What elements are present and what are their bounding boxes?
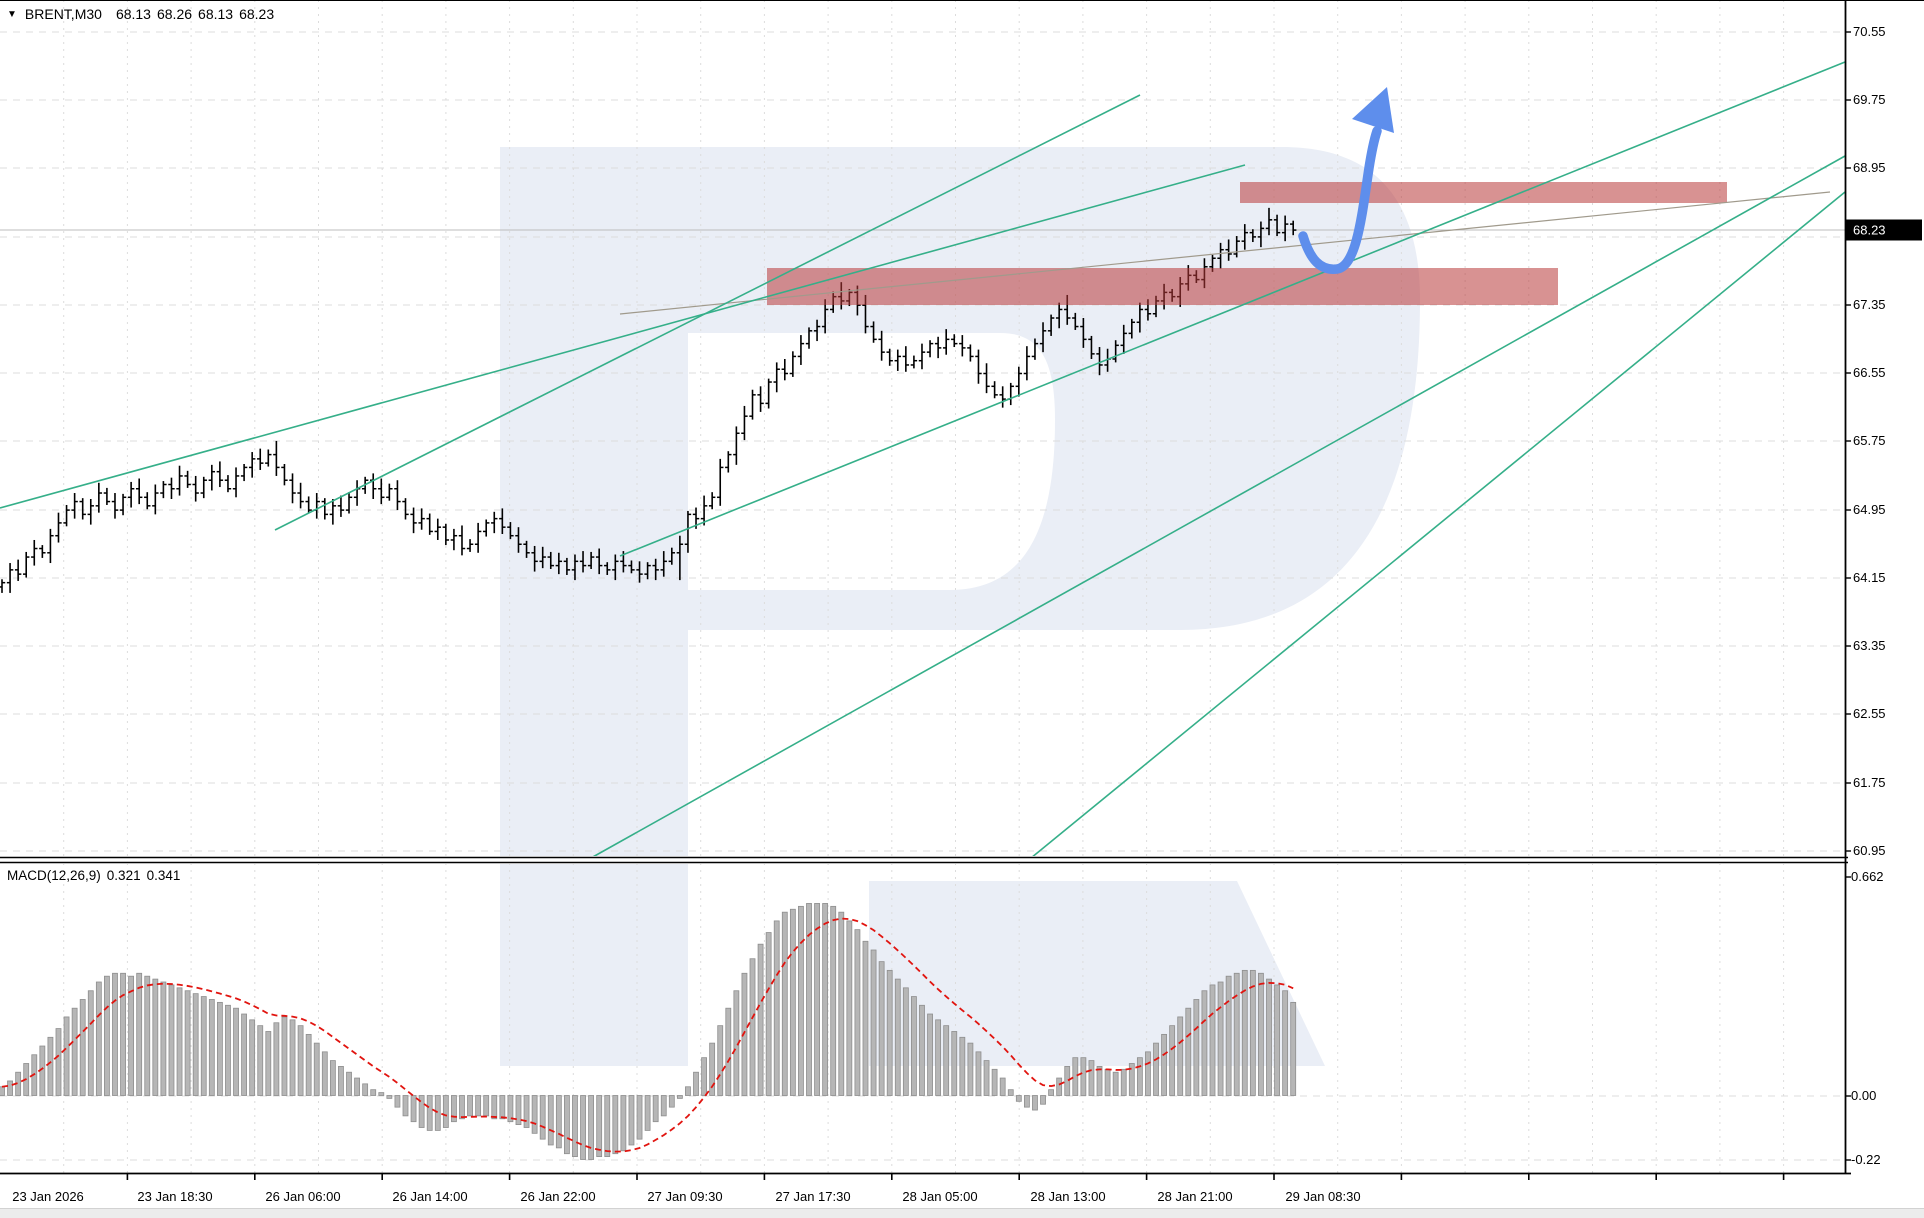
- current-price-tag: 68.23: [1846, 219, 1922, 241]
- trendline-gray: [619, 191, 1831, 315]
- price-axis-label[interactable]: 64.15: [1853, 570, 1886, 585]
- time-axis-label[interactable]: 26 Jan 06:00: [265, 1189, 341, 1204]
- time-axis-label[interactable]: 23 Jan 2026: [12, 1189, 84, 1204]
- ohlc-low: 68.13: [198, 6, 234, 22]
- macd-signal-line: [1, 917, 1294, 1153]
- price-axis-label[interactable]: 61.75: [1853, 775, 1886, 790]
- symbol-timeframe: BRENT,M30: [24, 6, 102, 22]
- bullish-arrow-annotation[interactable]: [1298, 87, 1394, 274]
- price-axis-label[interactable]: 62.55: [1853, 706, 1886, 721]
- trendlines[interactable]: [0, 61, 1846, 859]
- time-axis-label[interactable]: 28 Jan 21:00: [1157, 1189, 1233, 1204]
- time-axis-label[interactable]: 26 Jan 14:00: [392, 1189, 468, 1204]
- macd-histogram: [0, 903, 1297, 1160]
- time-axis-label[interactable]: 27 Jan 09:30: [647, 1189, 723, 1204]
- macd-name: MACD(12,26,9): [7, 868, 101, 883]
- ohlc-open: 68.13: [115, 6, 151, 22]
- price-axis-label[interactable]: 64.95: [1853, 502, 1886, 517]
- macd-signal-value: 0.341: [146, 868, 181, 883]
- resistance-zone-upper: [1240, 182, 1727, 203]
- time-axis-label[interactable]: 23 Jan 18:30: [137, 1189, 213, 1204]
- window-bottom-edge: [0, 1208, 1924, 1218]
- resistance-zone-lower: [767, 268, 1558, 305]
- time-axis-label[interactable]: 29 Jan 08:30: [1285, 1189, 1361, 1204]
- ohlc-close: 68.23: [239, 6, 275, 22]
- macd-axis-label[interactable]: 0.662: [1851, 869, 1884, 884]
- symbol-dropdown-icon[interactable]: ▼: [7, 8, 17, 20]
- ohlc-high: 68.26: [156, 6, 193, 22]
- price-axis-label[interactable]: 70.55: [1853, 24, 1886, 39]
- trendline-green: [1030, 191, 1846, 859]
- trendline-green: [619, 61, 1846, 557]
- price-axis-label[interactable]: 69.75: [1853, 92, 1886, 107]
- price-axis-label[interactable]: 67.35: [1853, 297, 1886, 312]
- pane-borders-and-ticks: [0, 0, 1924, 1180]
- time-axis-label[interactable]: 28 Jan 13:00: [1030, 1189, 1106, 1204]
- price-axis-label[interactable]: 68.95: [1853, 160, 1886, 175]
- price-axis-label[interactable]: 60.95: [1853, 843, 1886, 858]
- price-axis-label[interactable]: 63.35: [1853, 638, 1886, 653]
- price-axis-label[interactable]: 66.55: [1853, 365, 1886, 380]
- time-axis-label[interactable]: 26 Jan 22:00: [520, 1189, 596, 1204]
- trendline-green: [590, 155, 1846, 859]
- time-axis-label[interactable]: 27 Jan 17:30: [775, 1189, 851, 1204]
- price-axis-label[interactable]: 65.75: [1853, 433, 1886, 448]
- trendline-green: [0, 164, 1246, 509]
- time-axis-label[interactable]: 28 Jan 05:00: [902, 1189, 978, 1204]
- macd-indicator-label: MACD(12,26,9) 0.321 0.341: [7, 868, 180, 883]
- trendline-green: [274, 94, 1141, 531]
- macd-value: 0.321: [106, 868, 141, 883]
- macd-axis-label[interactable]: 0.00: [1851, 1088, 1877, 1103]
- symbol-ohlc-label: ▼ BRENT,M30 68.13 68.26 68.13 68.23: [7, 6, 274, 22]
- macd-axis-label[interactable]: -0.22: [1851, 1152, 1881, 1167]
